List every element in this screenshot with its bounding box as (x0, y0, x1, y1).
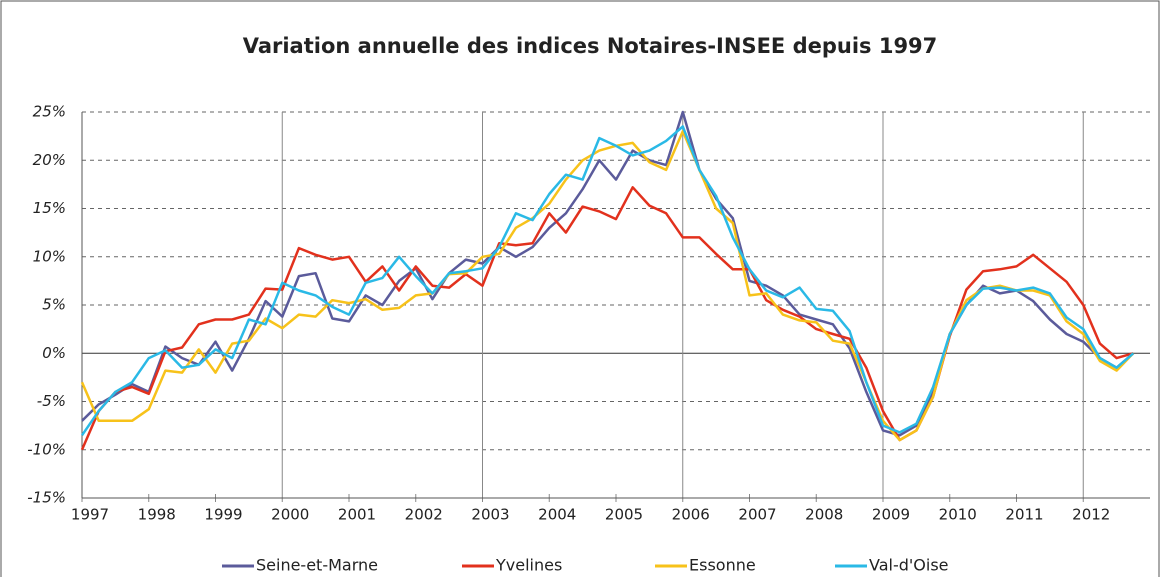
x-tick-label: 2011 (1005, 506, 1043, 524)
x-tick-label: 2010 (939, 506, 977, 524)
y-tick-label: -15% (27, 489, 66, 507)
legend-label: Essonne (689, 556, 756, 575)
y-tick-label: 20% (33, 151, 66, 169)
x-tick-label: 2004 (538, 506, 576, 524)
x-tick-label: 2007 (738, 506, 776, 524)
legend-label: Seine-et-Marne (256, 556, 378, 575)
x-tick-label: 2002 (405, 506, 443, 524)
chart-title: Variation annuelle des indices Notaires-… (243, 34, 938, 58)
y-tick-label: -10% (27, 440, 66, 458)
y-tick-label: 15% (33, 199, 66, 217)
x-tick-label: 2006 (672, 506, 710, 524)
y-tick-label: 10% (33, 247, 66, 265)
y-tick-label: 25% (33, 103, 66, 121)
x-tick-label: 2003 (471, 506, 509, 524)
x-tick-label: 1998 (138, 506, 176, 524)
series-line (80, 186, 1134, 451)
y-tick-label: 0% (42, 344, 66, 362)
y-tick-label: 5% (42, 296, 66, 314)
y-tick-label: -5% (37, 392, 66, 410)
legend-label: Val-d'Oise (869, 556, 949, 575)
x-tick-label: 2001 (338, 506, 376, 524)
x-tick-label: 1999 (204, 506, 242, 524)
x-tick-label: 2012 (1072, 506, 1110, 524)
x-tick-label: 1997 (71, 506, 109, 524)
x-tick-label: 2000 (271, 506, 309, 524)
x-tick-label: 2009 (872, 506, 910, 524)
legend-label: Yvelines (495, 556, 562, 575)
series-line (80, 125, 1135, 437)
x-tick-label: 2005 (605, 506, 643, 524)
x-tick-label: 2008 (805, 506, 843, 524)
